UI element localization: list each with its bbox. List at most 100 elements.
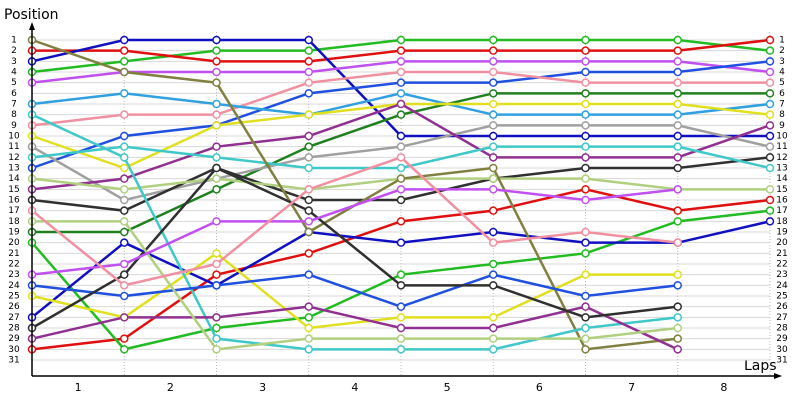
y-tick-label-right: 27 — [776, 313, 787, 323]
position-marker — [673, 163, 682, 173]
position-marker — [396, 110, 406, 119]
position-marker — [212, 249, 221, 258]
position-marker — [304, 78, 313, 87]
y-tick-label-right: 5 — [779, 78, 785, 88]
position-marker — [581, 334, 590, 343]
position-marker — [396, 153, 406, 162]
y-tick-label: 25 — [8, 292, 19, 302]
y-tick-label-right: 22 — [776, 260, 787, 270]
y-tick-label: 15 — [8, 185, 19, 195]
y-tick-label: 26 — [8, 302, 20, 312]
position-marker — [581, 67, 590, 77]
series-line — [31, 273, 678, 308]
position-marker — [673, 185, 682, 194]
position-marker — [489, 67, 498, 77]
x-tick-label: 4 — [351, 381, 358, 394]
position-marker — [765, 99, 775, 109]
position-marker — [212, 67, 221, 77]
y-tick-label: 24 — [8, 281, 20, 291]
position-marker — [304, 131, 313, 141]
position-marker — [396, 46, 406, 55]
position-marker — [396, 345, 406, 354]
y-tick-label: 1 — [11, 36, 17, 46]
position-marker — [396, 323, 406, 333]
position-marker — [212, 281, 221, 290]
position-marker — [489, 206, 498, 215]
position-marker — [212, 334, 221, 343]
y-tick-label-right: 21 — [776, 249, 787, 259]
position-marker — [396, 142, 406, 151]
y-tick-label: 8 — [11, 110, 17, 120]
position-marker — [304, 67, 313, 77]
position-marker — [765, 185, 775, 194]
position-marker — [396, 67, 406, 77]
y-tick-label-right: 11 — [776, 142, 787, 152]
y-tick-label-right: 26 — [776, 302, 788, 312]
position-marker — [304, 163, 313, 173]
position-marker — [212, 163, 221, 173]
position-marker — [489, 174, 498, 183]
series-line — [31, 305, 679, 351]
position-marker — [673, 131, 682, 141]
position-marker — [304, 323, 313, 333]
position-marker — [396, 35, 406, 45]
position-marker — [212, 345, 221, 354]
y-arrow — [29, 22, 35, 30]
position-marker — [765, 142, 775, 151]
position-marker — [212, 142, 221, 151]
position-marker — [581, 46, 590, 55]
series-line — [32, 220, 678, 351]
y-tick-label-right: 6 — [779, 89, 785, 99]
y-tick-label: 28 — [8, 324, 20, 334]
position-marker — [765, 67, 775, 77]
position-marker — [212, 185, 221, 194]
series-line — [31, 155, 678, 287]
position-marker — [212, 270, 221, 279]
position-marker — [489, 238, 498, 247]
position-marker — [489, 227, 498, 237]
position-marker — [581, 57, 590, 66]
position-marker — [673, 334, 682, 343]
position-marker — [120, 153, 129, 162]
position-marker — [581, 238, 590, 247]
position-marker — [120, 259, 129, 269]
position-marker — [120, 67, 129, 77]
position-marker — [765, 121, 775, 130]
y-tick-label: 23 — [8, 270, 19, 280]
position-marker — [212, 259, 221, 269]
position-marker — [396, 302, 406, 311]
position-marker — [765, 110, 775, 119]
position-marker — [765, 46, 775, 55]
y-tick-label-right: 14 — [776, 174, 788, 184]
position-marker — [489, 99, 498, 109]
position-marker — [304, 89, 313, 98]
position-marker — [212, 46, 221, 55]
position-marker — [489, 131, 498, 141]
y-tick-label: 7 — [11, 100, 17, 110]
y-tick-label-right: 20 — [776, 238, 788, 248]
x-tick-label: 2 — [167, 381, 174, 394]
y-tick-label: 2 — [11, 46, 17, 56]
position-marker — [673, 153, 682, 162]
position-marker — [581, 89, 590, 98]
y-tick-label: 29 — [8, 334, 20, 344]
y-tick-label: 9 — [11, 121, 17, 131]
x-axis-label: Laps — [744, 358, 777, 374]
y-tick-label: 3 — [11, 57, 17, 67]
y-tick-label-right: 17 — [776, 206, 787, 216]
y-tick-label: 30 — [8, 345, 20, 355]
position-marker — [212, 57, 221, 66]
position-marker — [212, 153, 221, 162]
position-marker — [304, 57, 313, 66]
y-tick-label-right: 13 — [776, 164, 787, 174]
position-marker — [581, 195, 590, 205]
y-tick-label: 11 — [8, 142, 19, 152]
position-marker — [212, 35, 221, 45]
position-marker — [120, 195, 129, 205]
position-marker — [489, 334, 498, 343]
position-marker — [489, 259, 498, 269]
y-tick-label-right: 23 — [776, 270, 787, 280]
position-marker — [304, 334, 313, 343]
position-marker — [304, 345, 313, 354]
y-tick-label: 13 — [8, 164, 19, 174]
